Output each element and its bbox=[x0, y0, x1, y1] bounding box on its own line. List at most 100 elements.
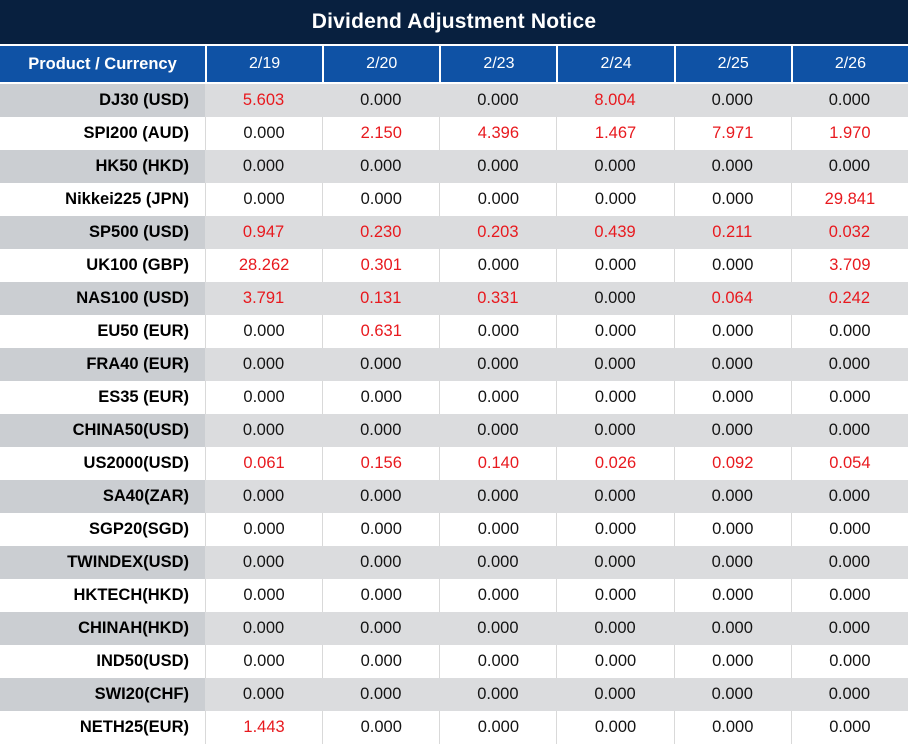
value-cell: 0.947 bbox=[205, 216, 323, 249]
value-cell: 0.131 bbox=[322, 282, 440, 315]
value-cell: 0.156 bbox=[322, 447, 439, 480]
value-cell: 0.092 bbox=[673, 447, 791, 480]
product-cell: SWI20(CHF) bbox=[0, 678, 205, 711]
date-header: 2/25 bbox=[673, 46, 791, 82]
table-row: UK100 (GBP) 28.262 0.301 0.000 0.000 0.000 3.7… bbox=[0, 249, 908, 282]
value-cell: 0.000 bbox=[790, 480, 908, 513]
value-cell: 0.000 bbox=[790, 579, 908, 612]
value-cell: 7.971 bbox=[673, 117, 791, 150]
value-cell: 0.301 bbox=[322, 249, 439, 282]
value-cell: 0.026 bbox=[556, 447, 673, 480]
value-cell: 0.000 bbox=[439, 414, 557, 447]
value-cell: 0.000 bbox=[439, 645, 556, 678]
value-cell: 0.000 bbox=[322, 414, 440, 447]
value-cell: 0.000 bbox=[439, 711, 556, 744]
value-cell: 29.841 bbox=[790, 183, 908, 216]
product-cell: CHINA50(USD) bbox=[0, 414, 205, 447]
product-cell: CHINAH(HKD) bbox=[0, 612, 205, 645]
value-cell: 0.000 bbox=[556, 546, 674, 579]
value-cell: 0.000 bbox=[556, 678, 674, 711]
value-cell: 0.000 bbox=[556, 513, 673, 546]
value-cell: 0.000 bbox=[673, 183, 791, 216]
table-row: NETH25(EUR) 1.443 0.000 0.000 0.000 0.000 0.00… bbox=[0, 711, 908, 744]
value-cell: 0.000 bbox=[205, 414, 323, 447]
value-cell: 0.000 bbox=[673, 150, 791, 183]
table-row: CHINA50(USD) 0.000 0.000 0.000 0.000 0.000 0.0… bbox=[0, 414, 908, 447]
value-cell: 0.230 bbox=[322, 216, 440, 249]
value-cell: 0.064 bbox=[673, 282, 791, 315]
table-row: CHINAH(HKD) 0.000 0.000 0.000 0.000 0.000 0.00… bbox=[0, 612, 908, 645]
value-cell: 0.000 bbox=[205, 315, 322, 348]
value-cell: 1.443 bbox=[205, 711, 322, 744]
value-cell: 0.000 bbox=[790, 348, 908, 381]
value-cell: 0.000 bbox=[322, 678, 440, 711]
value-cell: 0.032 bbox=[790, 216, 908, 249]
table-row: HK50 (HKD) 0.000 0.000 0.000 0.000 0.000 0.000 bbox=[0, 150, 908, 183]
value-cell: 0.000 bbox=[556, 612, 674, 645]
table-row: ES35 (EUR) 0.000 0.000 0.000 0.000 0.000 0.000 bbox=[0, 381, 908, 414]
table-header-row: Product / Currency 2/19 2/20 2/23 2/24 2/25 2… bbox=[0, 44, 908, 84]
value-cell: 0.000 bbox=[673, 579, 791, 612]
value-cell: 0.000 bbox=[790, 612, 908, 645]
value-cell: 0.000 bbox=[205, 546, 323, 579]
table-row: Nikkei225 (JPN) 0.000 0.000 0.000 0.000 0.000… bbox=[0, 183, 908, 216]
value-cell: 0.000 bbox=[205, 117, 322, 150]
value-cell: 0.000 bbox=[205, 579, 322, 612]
product-cell: SA40(ZAR) bbox=[0, 480, 205, 513]
value-cell: 0.000 bbox=[322, 645, 439, 678]
value-cell: 0.000 bbox=[673, 480, 791, 513]
date-header: 2/19 bbox=[205, 46, 322, 82]
value-cell: 0.000 bbox=[673, 612, 791, 645]
value-cell: 0.000 bbox=[205, 150, 323, 183]
product-cell: EU50 (EUR) bbox=[97, 322, 189, 340]
value-cell: 0.242 bbox=[790, 282, 908, 315]
table-row: HKTECH(HKD) 0.000 0.000 0.000 0.000 0.000 0.00… bbox=[0, 579, 908, 612]
date-header: 2/23 bbox=[439, 46, 556, 82]
value-cell: 0.000 bbox=[439, 150, 557, 183]
value-cell: 0.000 bbox=[205, 678, 323, 711]
value-cell: 0.000 bbox=[322, 579, 439, 612]
value-cell: 0.000 bbox=[322, 546, 440, 579]
value-cell: 0.000 bbox=[556, 315, 673, 348]
table-body: DJ30 (USD) 5.603 0.000 0.000 8.004 0.000 0.000… bbox=[0, 84, 908, 744]
value-cell: 0.000 bbox=[673, 348, 791, 381]
value-cell: 0.000 bbox=[205, 513, 322, 546]
table-row: SP500 (USD) 0.947 0.230 0.203 0.439 0.211 0.03… bbox=[0, 216, 908, 249]
table-row: NAS100 (USD) 3.791 0.131 0.331 0.000 0.064 0.2… bbox=[0, 282, 908, 315]
table-row: IND50(USD) 0.000 0.000 0.000 0.000 0.000 0.000 bbox=[0, 645, 908, 678]
table-row: EU50 (EUR) 0.000 0.631 0.000 0.000 0.000 0.000 bbox=[0, 315, 908, 348]
value-cell: 0.000 bbox=[322, 480, 440, 513]
date-header: 2/20 bbox=[322, 46, 439, 82]
value-cell: 4.396 bbox=[439, 117, 556, 150]
value-cell: 0.000 bbox=[556, 579, 673, 612]
value-cell: 0.000 bbox=[556, 480, 674, 513]
value-cell: 2.150 bbox=[322, 117, 439, 150]
value-cell: 0.054 bbox=[790, 447, 908, 480]
table-row: SGP20(SGD) 0.000 0.000 0.000 0.000 0.000 0.000 bbox=[0, 513, 908, 546]
value-cell: 0.000 bbox=[790, 513, 908, 546]
value-cell: 0.000 bbox=[556, 711, 673, 744]
value-cell: 0.000 bbox=[439, 315, 556, 348]
value-cell: 0.000 bbox=[556, 282, 674, 315]
value-cell: 0.000 bbox=[790, 381, 908, 414]
table-row: SA40(ZAR) 0.000 0.000 0.000 0.000 0.000 0.000 bbox=[0, 480, 908, 513]
value-cell: 0.000 bbox=[673, 414, 791, 447]
value-cell: 0.061 bbox=[205, 447, 322, 480]
value-cell: 0.000 bbox=[322, 150, 440, 183]
value-cell: 0.000 bbox=[439, 381, 556, 414]
table-row: SPI200 (AUD) 0.000 2.150 4.396 1.467 7.971 1.9… bbox=[0, 117, 908, 150]
table-row: SWI20(CHF) 0.000 0.000 0.000 0.000 0.000 0.000 bbox=[0, 678, 908, 711]
product-cell: ES35 (EUR) bbox=[98, 388, 189, 406]
value-cell: 0.000 bbox=[205, 612, 323, 645]
value-cell: 0.000 bbox=[556, 348, 674, 381]
value-cell: 0.000 bbox=[673, 84, 791, 117]
value-cell: 1.970 bbox=[790, 117, 908, 150]
value-cell: 0.000 bbox=[322, 84, 440, 117]
product-cell: Nikkei225 (JPN) bbox=[65, 190, 189, 208]
value-cell: 8.004 bbox=[556, 84, 674, 117]
value-cell: 3.709 bbox=[790, 249, 908, 282]
value-cell: 0.000 bbox=[322, 711, 439, 744]
product-cell: NETH25(EUR) bbox=[79, 718, 189, 736]
table-row: US2000(USD) 0.061 0.156 0.140 0.026 0.092 0.05… bbox=[0, 447, 908, 480]
value-cell: 0.000 bbox=[556, 381, 673, 414]
